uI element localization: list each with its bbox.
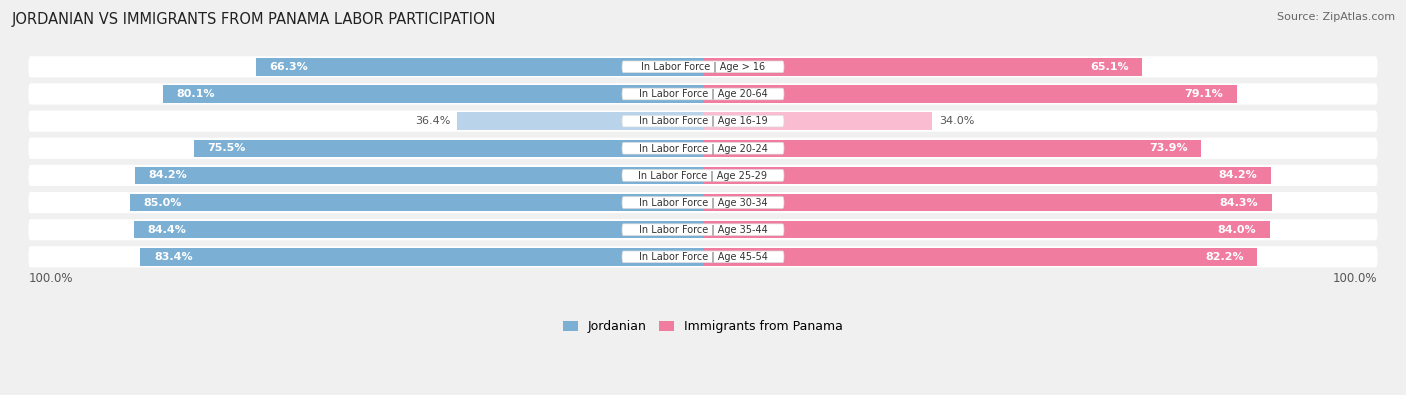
Bar	[163, 85, 703, 103]
Text: In Labor Force | Age 20-24: In Labor Force | Age 20-24	[638, 143, 768, 154]
FancyBboxPatch shape	[621, 115, 785, 127]
Text: 84.2%: 84.2%	[1219, 170, 1257, 181]
Text: 75.5%: 75.5%	[207, 143, 246, 153]
Text: JORDANIAN VS IMMIGRANTS FROM PANAMA LABOR PARTICIPATION: JORDANIAN VS IMMIGRANTS FROM PANAMA LABO…	[11, 12, 496, 27]
FancyBboxPatch shape	[28, 246, 1378, 267]
Text: 73.9%: 73.9%	[1149, 143, 1188, 153]
Text: 84.0%: 84.0%	[1218, 225, 1256, 235]
Text: 100.0%: 100.0%	[1333, 272, 1378, 285]
FancyBboxPatch shape	[28, 111, 1378, 132]
Bar	[703, 139, 1202, 157]
FancyBboxPatch shape	[621, 224, 785, 235]
Bar	[703, 194, 1271, 211]
FancyBboxPatch shape	[621, 251, 785, 263]
Text: In Labor Force | Age > 16: In Labor Force | Age > 16	[641, 62, 765, 72]
Text: In Labor Force | Age 30-34: In Labor Force | Age 30-34	[638, 197, 768, 208]
Bar	[703, 221, 1270, 238]
FancyBboxPatch shape	[28, 56, 1378, 77]
Text: 85.0%: 85.0%	[143, 198, 181, 207]
FancyBboxPatch shape	[621, 61, 785, 73]
Bar	[141, 248, 703, 265]
Bar	[256, 58, 703, 75]
Text: 36.4%: 36.4%	[415, 116, 451, 126]
Bar	[703, 85, 1236, 103]
Text: 82.2%: 82.2%	[1205, 252, 1244, 262]
Bar	[703, 58, 1142, 75]
FancyBboxPatch shape	[621, 169, 785, 181]
FancyBboxPatch shape	[28, 138, 1378, 159]
Text: In Labor Force | Age 35-44: In Labor Force | Age 35-44	[638, 224, 768, 235]
Text: 100.0%: 100.0%	[28, 272, 73, 285]
FancyBboxPatch shape	[621, 197, 785, 209]
FancyBboxPatch shape	[28, 219, 1378, 240]
Bar	[194, 139, 703, 157]
Bar	[129, 194, 703, 211]
FancyBboxPatch shape	[621, 143, 785, 154]
FancyBboxPatch shape	[28, 83, 1378, 105]
Text: In Labor Force | Age 20-64: In Labor Force | Age 20-64	[638, 89, 768, 99]
FancyBboxPatch shape	[621, 88, 785, 100]
Bar	[703, 248, 1257, 265]
Text: 80.1%: 80.1%	[176, 89, 215, 99]
Bar	[457, 113, 703, 130]
Text: In Labor Force | Age 16-19: In Labor Force | Age 16-19	[638, 116, 768, 126]
Text: 66.3%: 66.3%	[270, 62, 308, 72]
Bar	[134, 221, 703, 238]
Text: Source: ZipAtlas.com: Source: ZipAtlas.com	[1277, 12, 1395, 22]
Text: 83.4%: 83.4%	[153, 252, 193, 262]
Text: 79.1%: 79.1%	[1184, 89, 1223, 99]
Text: In Labor Force | Age 25-29: In Labor Force | Age 25-29	[638, 170, 768, 181]
Bar	[135, 167, 703, 184]
Text: 84.3%: 84.3%	[1219, 198, 1258, 207]
Bar	[703, 167, 1271, 184]
Bar	[703, 113, 932, 130]
Text: In Labor Force | Age 45-54: In Labor Force | Age 45-54	[638, 252, 768, 262]
Text: 65.1%: 65.1%	[1090, 62, 1129, 72]
Text: 34.0%: 34.0%	[939, 116, 974, 126]
Legend: Jordanian, Immigrants from Panama: Jordanian, Immigrants from Panama	[558, 315, 848, 338]
FancyBboxPatch shape	[28, 192, 1378, 213]
FancyBboxPatch shape	[28, 165, 1378, 186]
Text: 84.4%: 84.4%	[148, 225, 186, 235]
Text: 84.2%: 84.2%	[149, 170, 187, 181]
